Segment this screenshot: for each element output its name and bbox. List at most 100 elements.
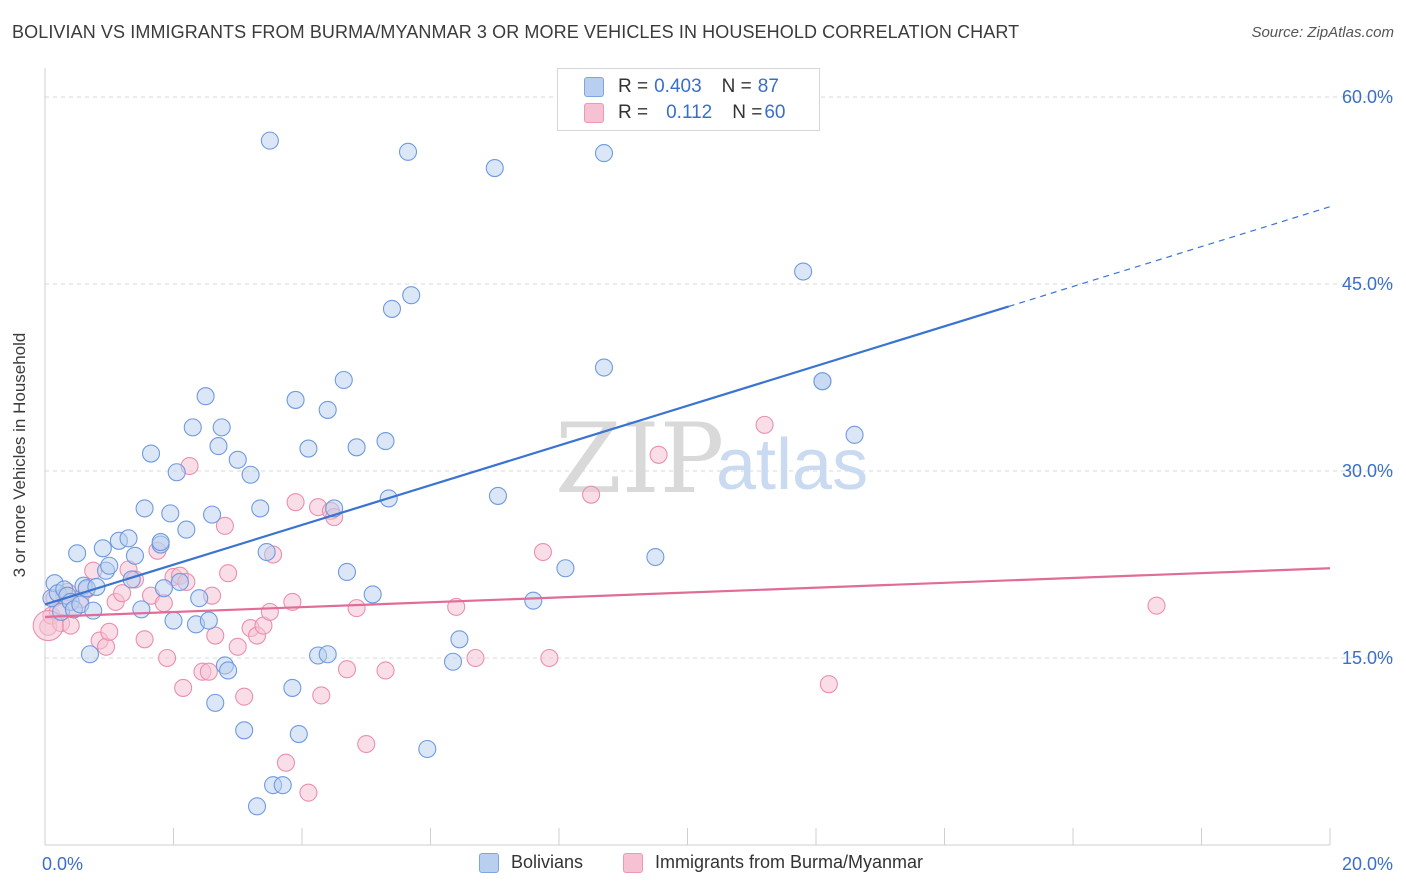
bolivian-point [402, 286, 421, 305]
bolivian-point [813, 372, 832, 391]
burma-point [376, 661, 395, 680]
burma-point [312, 686, 331, 705]
burma-point [276, 753, 295, 772]
bolivian-point [283, 678, 302, 697]
r-value: 0.403 [654, 76, 702, 97]
burma-point [347, 599, 366, 618]
bolivian-point [228, 450, 247, 469]
bolivian-point [199, 611, 218, 630]
bolivian-point [196, 387, 215, 406]
bolivian-point [289, 724, 308, 744]
stats-legend-row-bolivians: R = 0.403 N = 87 [584, 74, 779, 100]
bolivians-trend-extension [1008, 206, 1331, 308]
legend-label: Bolivians [511, 852, 584, 872]
burma-point [199, 662, 218, 681]
bolivian-point [161, 504, 180, 523]
r-label: R = [618, 102, 649, 123]
burma-point [466, 648, 485, 668]
burma-point [260, 602, 279, 621]
burma-point [582, 485, 601, 504]
burma-point [219, 564, 238, 583]
n-value: 60 [764, 102, 786, 123]
bolivian-point [190, 589, 209, 608]
bolivian-point [209, 437, 228, 456]
bolivian-point [273, 776, 292, 795]
bolivian-point [84, 601, 103, 620]
bolivian-point [93, 539, 112, 558]
bolivian-point [132, 600, 151, 619]
burma-trend-line [44, 567, 1331, 618]
bolivian-point [119, 529, 138, 548]
legend-swatch-blue [479, 852, 499, 873]
bolivian-point [418, 739, 437, 759]
bolivian-point [135, 499, 154, 518]
n-value: 87 [757, 76, 779, 97]
legend-swatch-pink [623, 852, 643, 873]
bolivian-point [594, 358, 614, 377]
watermark-atlas: atlas [716, 425, 868, 505]
burma-point [283, 592, 302, 611]
bolivian-point [154, 579, 173, 598]
burma-point [113, 584, 132, 603]
chart-title: BOLIVIAN VS IMMIGRANTS FROM BURMA/MYANMA… [12, 22, 1020, 42]
burma-point [158, 648, 177, 668]
burma-point [96, 637, 116, 656]
r-value: 0.112 [666, 102, 713, 123]
bolivian-point [363, 585, 382, 604]
legend-item-burma[interactable]: Immigrants from Burma/Myanmar [623, 852, 923, 873]
burma-point [206, 626, 225, 645]
legend-label: Immigrants from Burma/Myanmar [655, 852, 924, 872]
y-tick-label: 60.0% [1342, 87, 1393, 107]
legend-swatch-pink [584, 103, 604, 123]
source-label: Source: ZipAtlas.com [1251, 24, 1394, 41]
bolivian-point [219, 661, 238, 680]
stats-legend: R = 0.403 N = 87 R = 0.112 N = 60 [557, 68, 820, 131]
bolivian-point [183, 418, 202, 437]
burma-point [755, 415, 774, 434]
burma-point [1147, 596, 1166, 615]
watermark: ZIP atlas [555, 403, 868, 515]
bolivian-point [524, 591, 543, 610]
n-label: N = [721, 76, 752, 97]
bolivian-point [170, 572, 189, 592]
bolivian-point [845, 425, 864, 444]
bolivian-point [80, 645, 100, 664]
bolivian-point [68, 544, 87, 563]
burma-point [174, 678, 193, 697]
bolivian-point [318, 400, 337, 419]
r-label: R = [618, 76, 649, 97]
bolivian-point [646, 547, 665, 567]
bolivian-point [299, 439, 318, 458]
legend-item-bolivians[interactable]: Bolivians [479, 852, 583, 873]
bolivian-point [382, 299, 402, 318]
bolivian-point [334, 370, 353, 390]
bolivian-point [286, 390, 305, 409]
bolivian-point [318, 645, 337, 664]
y-tick-label: 15.0% [1342, 648, 1393, 668]
y-tick-label: 30.0% [1342, 461, 1393, 481]
bolivian-point [212, 418, 231, 437]
trend-lines [44, 206, 1331, 618]
bolivian-point [100, 556, 119, 575]
legend-swatch-blue [584, 77, 604, 97]
burma-point [135, 630, 154, 649]
burma-point [819, 675, 838, 694]
burma-point [447, 597, 466, 616]
y-tick-label: 45.0% [1342, 274, 1393, 294]
bolivian-point [235, 721, 254, 740]
bolivian-point [151, 533, 170, 552]
bolivian-point [177, 520, 196, 539]
x-tick-label: 0.0% [42, 854, 83, 874]
bolivian-point [347, 438, 366, 457]
bolivian-point [398, 142, 418, 161]
bolivian-point [141, 444, 161, 463]
x-tick-label: 20.0% [1342, 854, 1393, 874]
bolivian-point [488, 486, 508, 505]
tick-labels: 15.0% 30.0% 45.0% 60.0% 0.0% 20.0% [42, 87, 1393, 874]
bolivian-point [485, 159, 504, 178]
burma-point [357, 734, 376, 754]
bolivian-point [376, 432, 395, 451]
bolivian-point [164, 611, 183, 630]
burma-point [533, 542, 552, 562]
